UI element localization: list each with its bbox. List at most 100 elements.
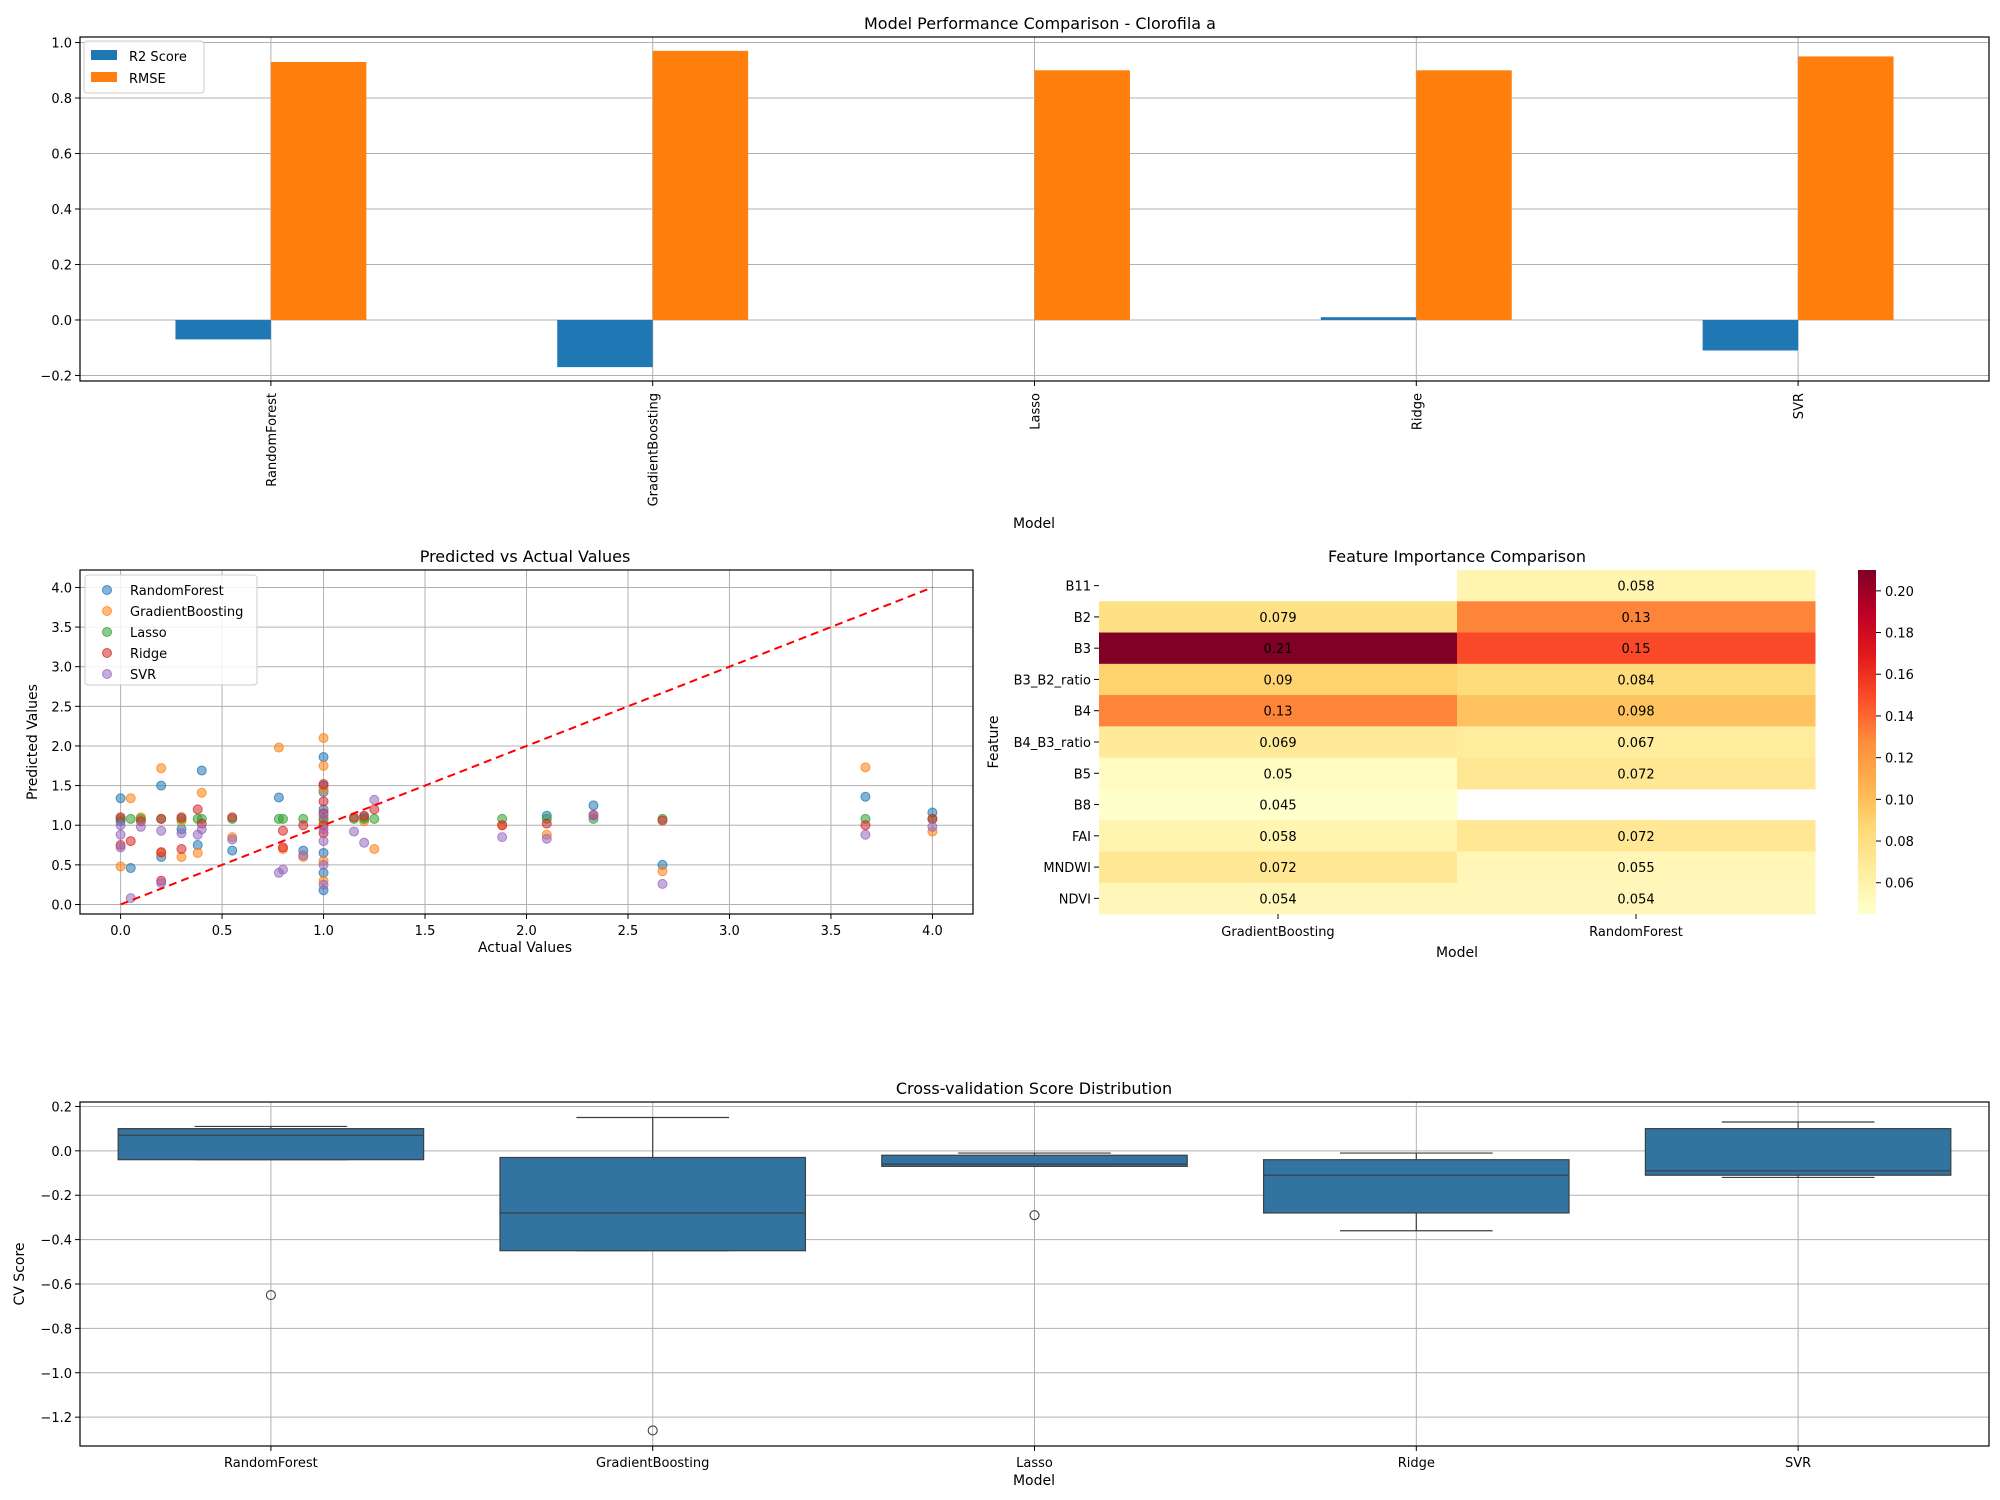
scatter-point-svr [115,820,126,831]
performance-y-tick-label: 0.8 [51,92,72,107]
heatmap-cell-value: 0.054 [1259,892,1296,907]
box-iqr [499,1156,807,1252]
scatter-x-tick-label: 1.5 [415,924,436,939]
scatter-point-gradientboosting [369,844,380,855]
scatter-point-svr [156,825,167,836]
heatmap-cell [1457,757,1816,790]
scatter-point-ridge [359,810,370,821]
heatmap-y-axis-label: Feature [986,716,1002,769]
cv-y-tick-label: 0.0 [51,1145,72,1160]
scatter-y-tick-label: 3.5 [51,621,72,636]
legend-swatch-rmse [91,72,117,82]
performance-y-tick-label: −0.2 [40,369,72,384]
scatter-point-ridge [541,818,552,829]
scatter-point-lasso [277,813,288,824]
performance-bars [175,50,1894,368]
cv-x-tick-label: GradientBoosting [596,1456,709,1471]
colorbar-tick-label: 0.10 [1885,793,1914,808]
heatmap-row-label: FAI [1072,830,1091,845]
colorbar-tick-label: 0.14 [1885,710,1914,725]
heatmap-cell [1099,820,1458,852]
legend-label-r2: R2 Score [129,50,187,65]
scatter-point-gradientboosting [115,861,126,872]
scatter-legend-marker [102,627,112,637]
cv-y-tick-label: −1.0 [40,1367,72,1382]
heatmap-cell-value: 0.072 [1617,830,1654,845]
heatmap-x-axis-label: Model [1436,945,1478,961]
colorbar-tick-label: 0.18 [1885,627,1914,642]
scatter-y-tick-label: 0.0 [51,898,72,913]
heatmap-cell-value: 0.069 [1259,736,1296,751]
box-iqr [1644,1128,1952,1176]
scatter-legend-marker [102,669,112,679]
heatmap-cell-value: 0.05 [1264,767,1293,782]
r2-bar [1320,317,1417,320]
heatmap-column-label: GradientBoosting [1221,925,1334,940]
rmse-bar [270,61,367,320]
heatmap-cell-value: 0.058 [1617,580,1654,595]
scatter-point-randomforest [196,765,207,776]
scatter-point-ridge [176,844,187,855]
scatter-point-ridge [156,813,167,824]
scatter-x-tick-label: 0.0 [110,924,131,939]
r2-bar [1702,319,1799,351]
heatmap-cell-value: 0.072 [1617,767,1654,782]
scatter-y-tick-label: 0.5 [51,859,72,874]
rmse-bar [652,50,749,320]
performance-chart: Model Performance Comparison - Clorofila… [40,14,1990,532]
r2-bar [175,319,271,340]
cv-x-ticks: RandomForest GradientBoosting Lasso Ridge SV… [224,1446,1811,1471]
heatmap-cell [1099,757,1458,790]
cv-box-chart-title: Cross-validation Score Distribution [896,1079,1172,1098]
scatter-point-svr [657,878,668,889]
colorbar-tick-label: 0.16 [1885,668,1914,683]
scatter-legend-label: Lasso [130,626,167,641]
heatmap-row-label: MNDWI [1043,861,1091,876]
scatter-point-randomforest [860,791,871,802]
heatmap-cell [1457,570,1816,602]
heatmap-cell [1457,882,1816,915]
scatter-legend-marker [102,606,112,616]
heatmap-row-label: B4_B3_ratio [1014,736,1091,751]
scatter-point-svr [277,864,288,875]
box-iqr [1262,1159,1570,1214]
heatmap-row-labels: B11 B2 B3 B3_B2_ratio B4 B4_B3_ratio B5 B8 FAI MN… [1014,580,1099,907]
heatmap-column-labels: GradientBoosting RandomForest [1221,914,1683,940]
scatter-legend-marker [102,648,112,658]
heatmap-cell [1099,632,1458,665]
scatter-point-svr [318,836,329,847]
heatmap-chart-title: Feature Importance Comparison [1328,547,1586,566]
scatter-point-ridge [277,842,288,853]
scatter-point-gradientboosting [125,793,136,804]
scatter-point-randomforest [273,792,284,803]
heatmap-row-label: B2 [1074,611,1091,626]
performance-x-tick-label: RandomForest [265,393,280,487]
scatter-point-randomforest [125,863,136,874]
heatmap-cell-value: 0.21 [1264,642,1293,657]
scatter-point-ridge [318,796,329,807]
scatter-point-gradientboosting [196,787,207,798]
scatter-point-svr [318,859,329,870]
scatter-x-tick-label: 2.0 [516,924,537,939]
scatter-point-ridge [227,812,238,823]
legend-label-rmse: RMSE [129,72,166,87]
heatmap-cell-value: 0.13 [1622,611,1651,626]
performance-x-tick-label: SVR [1792,393,1807,419]
legend-swatch-r2 [91,50,117,60]
scatter-point-svr [369,794,380,805]
scatter-point-svr [497,832,508,843]
scatter-legend-box [84,574,258,686]
cv-y-tick-label: −0.2 [40,1189,72,1204]
scatter-point-ridge [657,815,668,826]
scatter-point-gradientboosting [156,763,167,774]
box-outlier [647,1425,658,1436]
heatmap-cell [1457,663,1816,696]
reference-line [120,586,933,906]
scatter-x-tick-label: 2.5 [618,924,639,939]
heatmap-cell [1099,601,1458,634]
heatmap-cell [1457,695,1816,727]
performance-y-tick-label: 0.2 [51,258,72,273]
r2-bar [557,319,653,368]
scatter-point-svr [318,810,329,821]
cv-x-tick-label: SVR [1785,1456,1811,1471]
